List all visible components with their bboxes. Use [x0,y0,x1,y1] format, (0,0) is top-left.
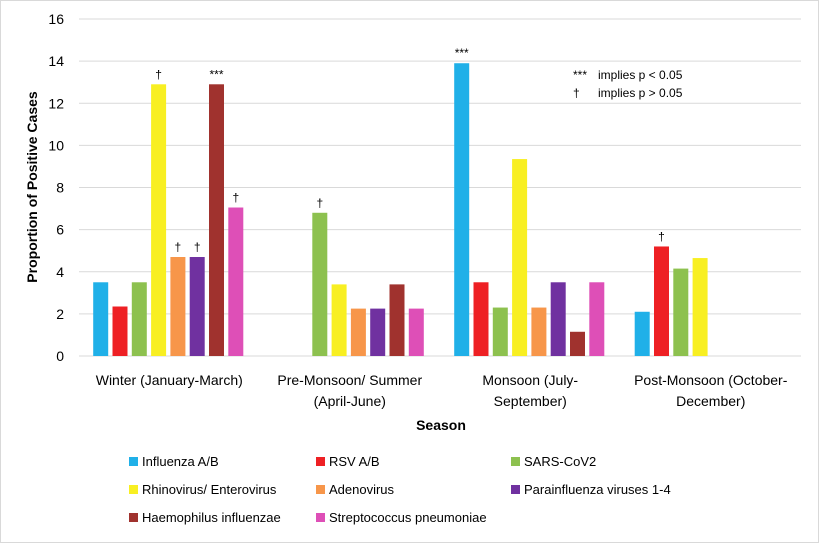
x-category-label: Post-Monsoon (October- [634,372,788,388]
legend-swatch [129,457,138,466]
annotation-symbol-1: *** [573,68,587,82]
legend-swatch [316,457,325,466]
bar [189,257,205,356]
significance-mark: † [316,196,323,210]
legend-swatch [129,485,138,494]
bar [112,306,128,356]
y-tick-label: 0 [56,348,64,364]
annotation-symbol-2: † [573,86,580,100]
bar [654,246,669,356]
significance-mark: *** [455,46,469,60]
annotation-notes: *** implies p < 0.05 † implies p > 0.05 [573,68,683,100]
significance-mark: † [194,240,201,254]
annotation-text-1: implies p < 0.05 [598,68,683,82]
legend-label: RSV A/B [329,454,380,469]
bar [454,63,470,356]
bar [350,308,366,356]
y-tick-label: 6 [56,222,64,238]
bar [570,331,585,356]
y-tick-label: 10 [48,137,64,153]
x-category-label: Winter (January-March) [96,372,243,388]
legend-label: SARS-CoV2 [524,454,596,469]
x-category-label: (April-June) [314,393,386,409]
bar [131,282,147,356]
y-axis-title: Proportion of Positive Cases [24,91,40,283]
bar [589,282,605,356]
x-category-label: September) [494,393,567,409]
legend-swatch [316,513,325,522]
y-tick-label: 4 [56,264,64,280]
legend: Influenza A/B RSV A/B SARS-CoV2 Rhinovirus/… [129,454,671,525]
legend-label: Streptococcus pneumoniae [329,510,487,525]
y-tick-label: 2 [56,306,64,322]
significance-mark: † [155,67,162,81]
x-axis-title: Season [416,417,466,433]
bars [93,63,708,356]
y-tick-label: 12 [48,95,64,111]
y-tick-labels: 0 2 4 6 8 10 12 14 16 [48,11,64,364]
legend-label: Rhinovirus/ Enterovirus [142,482,277,497]
bar [531,307,547,356]
significance-mark: † [175,240,182,254]
y-tick-label: 8 [56,180,64,196]
bar [312,212,328,356]
bar [550,282,566,356]
bar [370,308,386,356]
x-category-label: Monsoon (July- [482,372,578,388]
bar [512,159,528,356]
significance-mark: † [232,191,239,205]
legend-label: Influenza A/B [142,454,219,469]
bar [170,257,186,356]
bar [151,84,167,356]
legend-label: Adenovirus [329,482,395,497]
x-category-labels: Winter (January-March) Pre-Monsoon/ Summe… [96,372,788,409]
legend-swatch [511,457,520,466]
y-tick-label: 16 [48,11,64,27]
bar [228,207,244,356]
significance-marks: *** † † † † † *** † [155,46,665,254]
annotation-text-2: implies p > 0.05 [598,86,683,100]
bar [473,282,489,356]
bar [93,282,109,356]
bar [492,307,508,356]
bar [389,284,405,356]
bar [209,84,224,356]
significance-mark: † [658,229,665,243]
legend-swatch [511,485,520,494]
bar [634,311,650,356]
significance-mark: *** [209,67,223,81]
legend-swatch [129,513,138,522]
x-category-label: Pre-Monsoon/ Summer [277,372,422,388]
bar [408,308,424,356]
legend-swatch [316,485,325,494]
legend-label: Parainfluenza viruses 1-4 [524,482,671,497]
bar [331,284,347,356]
bar [692,258,708,356]
legend-label: Haemophilus influenzae [142,510,281,525]
x-category-label: December) [676,393,745,409]
bar [673,268,689,356]
y-tick-label: 14 [48,53,64,69]
